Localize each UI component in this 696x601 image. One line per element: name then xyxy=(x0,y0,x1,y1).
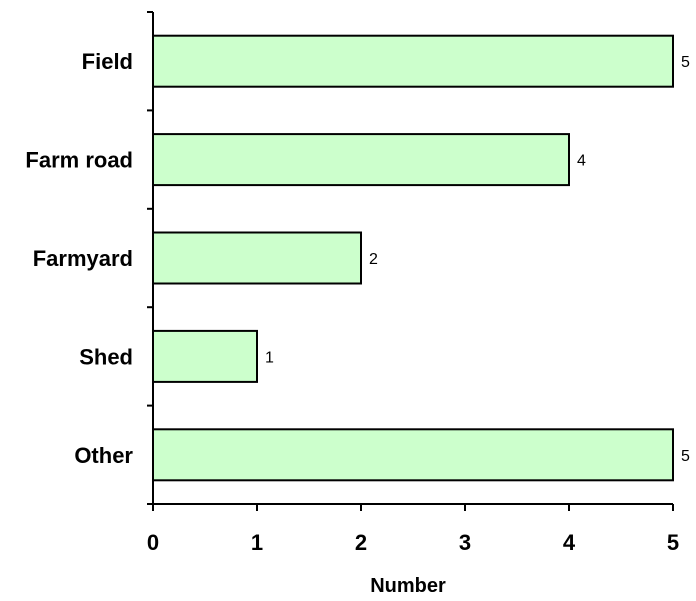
category-label: Farm road xyxy=(25,148,133,173)
bar xyxy=(152,428,674,482)
bar xyxy=(152,34,674,88)
category-label: Farmyard xyxy=(33,246,133,271)
bar xyxy=(152,133,570,187)
data-labels: 5 4 2 1 5 xyxy=(265,54,690,465)
data-label: 4 xyxy=(577,153,586,170)
category-labels: Field Farm road Farmyard Shed Other xyxy=(25,49,133,468)
data-label: 5 xyxy=(681,54,690,71)
bar xyxy=(152,329,258,383)
x-tick-label: 1 xyxy=(251,530,263,555)
data-label: 2 xyxy=(369,251,378,268)
x-tick-label: 0 xyxy=(147,530,159,555)
x-tick-labels: 0 1 2 3 4 5 xyxy=(147,530,679,555)
x-tick-label: 3 xyxy=(459,530,471,555)
data-label: 1 xyxy=(265,349,274,366)
x-axis-title: Number xyxy=(370,575,446,597)
x-tick-label: 4 xyxy=(563,530,576,555)
category-label: Shed xyxy=(79,344,133,369)
chart-bars xyxy=(152,34,674,482)
x-tick-label: 5 xyxy=(667,530,679,555)
bar xyxy=(152,231,362,285)
data-label: 5 xyxy=(681,448,690,465)
x-tick-label: 2 xyxy=(355,530,367,555)
category-label: Other xyxy=(74,443,133,468)
category-label: Field xyxy=(82,49,133,74)
